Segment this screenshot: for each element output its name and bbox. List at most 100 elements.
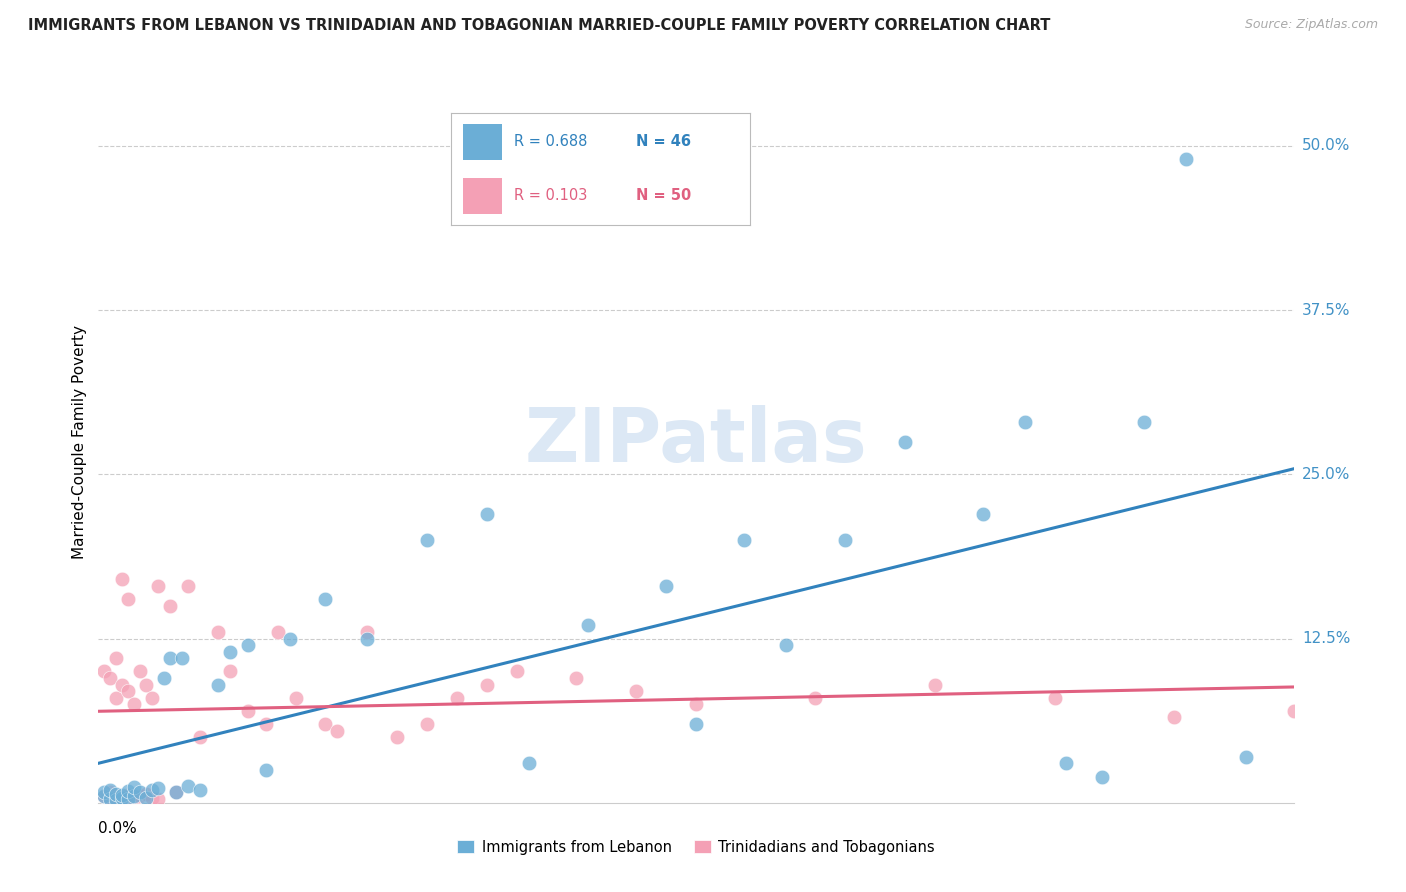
Point bbox=[135, 677, 157, 691]
Point bbox=[284, 690, 307, 705]
Point bbox=[1282, 704, 1305, 718]
Point bbox=[117, 788, 139, 802]
Point bbox=[141, 790, 163, 805]
Point bbox=[236, 704, 259, 718]
Text: Source: ZipAtlas.com: Source: ZipAtlas.com bbox=[1244, 18, 1378, 31]
Point bbox=[775, 638, 797, 652]
Point bbox=[326, 723, 349, 738]
Point bbox=[165, 785, 187, 799]
Point bbox=[117, 792, 139, 806]
Point bbox=[105, 787, 128, 801]
Point bbox=[254, 763, 277, 777]
Point bbox=[129, 785, 152, 799]
Point bbox=[1163, 710, 1185, 724]
Point bbox=[655, 579, 678, 593]
Point bbox=[1175, 152, 1198, 166]
Legend: Immigrants from Lebanon, Trinidadians and Tobagonians: Immigrants from Lebanon, Trinidadians an… bbox=[451, 834, 941, 861]
Point bbox=[207, 625, 229, 640]
Point bbox=[446, 690, 468, 705]
Point bbox=[626, 684, 648, 698]
Point bbox=[124, 698, 146, 712]
Point bbox=[804, 690, 827, 705]
Text: 50.0%: 50.0% bbox=[1302, 138, 1350, 153]
Text: 25.0%: 25.0% bbox=[1302, 467, 1350, 482]
Point bbox=[153, 671, 176, 685]
Point bbox=[385, 730, 409, 744]
Point bbox=[141, 690, 163, 705]
Point bbox=[188, 782, 211, 797]
Point bbox=[98, 792, 122, 806]
Point bbox=[517, 756, 540, 771]
Point bbox=[148, 781, 170, 796]
Text: IMMIGRANTS FROM LEBANON VS TRINIDADIAN AND TOBAGONIAN MARRIED-COUPLE FAMILY POVE: IMMIGRANTS FROM LEBANON VS TRINIDADIAN A… bbox=[28, 18, 1050, 33]
Y-axis label: Married-Couple Family Poverty: Married-Couple Family Poverty bbox=[72, 325, 87, 558]
Point bbox=[141, 782, 163, 797]
Point bbox=[98, 782, 122, 797]
Point bbox=[894, 434, 917, 449]
Point bbox=[972, 507, 994, 521]
Point bbox=[98, 785, 122, 799]
Point bbox=[578, 618, 600, 632]
Point bbox=[356, 625, 378, 640]
Point bbox=[1056, 756, 1078, 771]
Point bbox=[93, 785, 115, 799]
Point bbox=[124, 792, 146, 806]
Point bbox=[236, 638, 259, 652]
Point bbox=[117, 592, 139, 607]
Point bbox=[685, 698, 707, 712]
Point bbox=[105, 651, 128, 665]
Point bbox=[207, 677, 229, 691]
Point bbox=[135, 790, 157, 805]
Point bbox=[98, 792, 122, 806]
Text: ZIPatlas: ZIPatlas bbox=[524, 405, 868, 478]
Text: 0.0%: 0.0% bbox=[98, 821, 138, 836]
Point bbox=[177, 579, 200, 593]
Point bbox=[475, 507, 498, 521]
Point bbox=[1133, 415, 1156, 429]
Point bbox=[1234, 749, 1257, 764]
Point bbox=[135, 787, 157, 801]
Point bbox=[93, 665, 115, 679]
Point bbox=[416, 717, 439, 731]
Point bbox=[105, 690, 128, 705]
Point bbox=[124, 780, 146, 794]
Point bbox=[685, 717, 707, 731]
Point bbox=[148, 579, 170, 593]
Point bbox=[105, 790, 128, 805]
Point bbox=[111, 788, 134, 802]
Point bbox=[356, 632, 378, 646]
Point bbox=[834, 533, 856, 547]
Point bbox=[219, 665, 242, 679]
Point bbox=[111, 793, 134, 807]
Point bbox=[159, 651, 181, 665]
Point bbox=[165, 785, 187, 799]
Point bbox=[98, 671, 122, 685]
Point bbox=[129, 789, 152, 804]
Point bbox=[117, 784, 139, 798]
Point bbox=[475, 677, 498, 691]
Point bbox=[111, 677, 134, 691]
Point bbox=[254, 717, 277, 731]
Point bbox=[315, 592, 337, 607]
Point bbox=[278, 632, 301, 646]
Point bbox=[267, 625, 290, 640]
Point bbox=[506, 665, 529, 679]
Point bbox=[1091, 770, 1114, 784]
Point bbox=[565, 671, 588, 685]
Point bbox=[93, 789, 115, 804]
Point bbox=[733, 533, 755, 547]
Point bbox=[1014, 415, 1036, 429]
Point bbox=[111, 573, 134, 587]
Point bbox=[924, 677, 946, 691]
Point bbox=[117, 684, 139, 698]
Point bbox=[129, 665, 152, 679]
Point bbox=[315, 717, 337, 731]
Point bbox=[93, 789, 115, 804]
Point bbox=[105, 793, 128, 807]
Point bbox=[148, 792, 170, 806]
Point bbox=[124, 789, 146, 804]
Point bbox=[172, 651, 194, 665]
Text: 37.5%: 37.5% bbox=[1302, 302, 1350, 318]
Point bbox=[1043, 690, 1066, 705]
Point bbox=[177, 779, 200, 793]
